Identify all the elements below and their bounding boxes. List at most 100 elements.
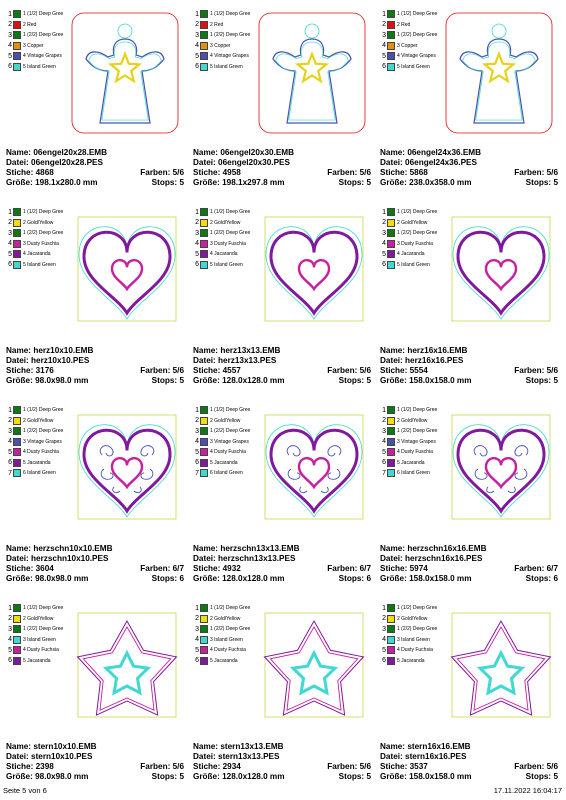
color-count-label: Farben: — [514, 564, 545, 573]
color-swatch — [13, 41, 21, 50]
color-swatch — [13, 625, 21, 634]
legend-item: 6 5 Jacaranda — [380, 458, 480, 469]
color-swatch — [387, 208, 395, 217]
file-name-group: Datei: stern16x16.PES — [380, 752, 466, 762]
legend-label: 1 (2/2) Deep Gree — [210, 32, 251, 39]
stop-count-label: Stops: — [338, 772, 365, 781]
legend-item: 3 1 (2/2) Deep Gree — [193, 624, 293, 635]
legend-step-number: 5 — [382, 250, 386, 258]
color-swatch — [200, 406, 208, 415]
color-legend: 1 1 (1/2) Deep Gree 2 2 Red 3 1 (2/2) Deep Gr… — [380, 9, 480, 72]
design-name-label: Name: — [193, 742, 219, 751]
heart-center — [110, 258, 144, 292]
legend-label: 4 Vintage Grapes — [210, 53, 249, 60]
legend-item: 4 3 Vintage Grapes — [6, 437, 106, 448]
legend-step-number: 5 — [382, 448, 386, 456]
design-size-value: 198.1x297.8 mm — [222, 178, 285, 187]
legend-item: 1 1 (1/2) Deep Gree — [193, 405, 293, 416]
info-line: Datei: stern16x16.PES — [380, 752, 558, 762]
legend-label: 5 Jacaranda — [210, 657, 238, 664]
hoop-outline — [264, 414, 364, 520]
legend-item: 1 1 (1/2) Deep Gree — [6, 603, 106, 614]
legend-label: 1 (1/2) Deep Gree — [210, 605, 251, 612]
stitch-count-value: 2398 — [35, 762, 54, 771]
color-swatch — [13, 458, 21, 467]
design-info: Name: herzschn16x16.EMB Datei: herzschn16… — [380, 544, 558, 584]
legend-item: 1 1 (1/2) Deep Gree — [6, 207, 106, 218]
stitch-count-group: Stiche: 4868 — [6, 168, 54, 178]
file-name-label: Datei: — [6, 356, 29, 365]
legend-item: 3 1 (2/2) Deep Gree — [6, 30, 106, 41]
design-card: 1 1 (1/2) Deep Gree 2 2 Gold/Yellow 3 1 (2/2)… — [6, 402, 184, 600]
legend-step-number: 2 — [382, 219, 386, 227]
info-line: Größe: 128.0x128.0 mm Stops: 5 — [193, 376, 371, 386]
stitch-count-label: Stiche: — [6, 168, 34, 177]
file-name-label: Datei: — [193, 752, 216, 761]
design-size-group: Größe: 128.0x128.0 mm — [193, 376, 285, 386]
info-line: Stiche: 5974 Farben: 6/7 — [380, 564, 558, 574]
legend-step-number: 2 — [195, 21, 199, 29]
heart-center — [297, 456, 331, 490]
heart-outline-main — [269, 428, 359, 514]
design-size-label: Größe: — [380, 178, 407, 187]
legend-step-number: 5 — [195, 250, 199, 258]
angel-star — [107, 50, 143, 84]
legend-item: 6 5 Island Green — [6, 62, 106, 73]
color-count-value: 5/6 — [172, 366, 184, 375]
legend-item: 1 1 (1/2) Deep Gree — [6, 405, 106, 416]
legend-step-number: 3 — [8, 625, 12, 633]
color-swatch — [200, 52, 208, 61]
legend-label: 2 Gold/Yellow — [23, 417, 54, 424]
color-swatch — [13, 469, 21, 478]
color-swatch — [387, 406, 395, 415]
info-line: Größe: 128.0x128.0 mm Stops: 5 — [193, 772, 371, 782]
color-count-label: Farben: — [327, 564, 358, 573]
legend-item: 2 2 Gold/Yellow — [6, 614, 106, 625]
info-line: Datei: herz13x13.PES — [193, 356, 371, 366]
legend-step-number: 2 — [8, 417, 12, 425]
star-design-preview — [263, 612, 365, 718]
embroidery-preview — [74, 605, 180, 729]
hoop-outline — [258, 12, 366, 134]
legend-step-number: 3 — [382, 625, 386, 633]
legend-label: 2 Red — [23, 21, 37, 28]
stop-count-group: Stops: 6 — [526, 574, 558, 584]
design-size-label: Größe: — [193, 772, 220, 781]
color-count-group: Farben: 5/6 — [140, 366, 184, 376]
legend-label: 1 (2/2) Deep Gree — [210, 626, 251, 633]
star-center — [289, 649, 339, 696]
stop-count-label: Stops: — [338, 178, 365, 187]
file-name-group: Datei: herzschn16x16.PES — [380, 554, 482, 564]
stop-count-group: Stops: 5 — [526, 178, 558, 188]
legend-step-number: 6 — [8, 657, 12, 665]
color-swatch — [200, 218, 208, 227]
legend-label: 3 Vintage Grapes — [210, 438, 249, 445]
color-count-value: 5/6 — [172, 168, 184, 177]
angel-outline-outer — [459, 38, 539, 124]
stop-count-group: Stops: 5 — [339, 772, 371, 782]
design-size-value: 128.0x128.0 mm — [222, 772, 285, 781]
legend-item: 5 4 Jacaranda — [193, 249, 293, 260]
design-name-group: Name: stern13x13.EMB — [193, 742, 284, 752]
heart-outline-cut — [452, 424, 550, 518]
color-legend: 1 1 (1/2) Deep Gree 2 2 Gold/Yellow 3 1 (2/2)… — [6, 603, 106, 666]
angel-head — [304, 23, 320, 39]
color-swatch — [387, 41, 395, 50]
stop-count-value: 5 — [366, 376, 371, 385]
heart-center — [484, 456, 518, 490]
legend-step-number: 4 — [8, 42, 12, 50]
color-count-group: Farben: 6/7 — [140, 564, 184, 574]
design-size-group: Größe: 158.0x158.0 mm — [380, 772, 472, 782]
color-count-label: Farben: — [327, 366, 358, 375]
info-line: Größe: 98.0x98.0 mm Stops: 5 — [6, 772, 184, 782]
legend-label: 5 Island Green — [397, 261, 430, 268]
star-center — [102, 649, 152, 696]
legend-label: 1 (2/2) Deep Gree — [210, 428, 251, 435]
legend-label: 2 Gold/Yellow — [397, 615, 428, 622]
stop-count-label: Stops: — [151, 772, 178, 781]
stop-count-label: Stops: — [338, 376, 365, 385]
legend-step-number: 1 — [382, 604, 386, 612]
color-legend: 1 1 (1/2) Deep Gree 2 2 Red 3 1 (2/2) Deep Gr… — [6, 9, 106, 72]
color-swatch — [200, 229, 208, 238]
legend-item: 4 3 Dusty Fuschia — [6, 239, 106, 250]
